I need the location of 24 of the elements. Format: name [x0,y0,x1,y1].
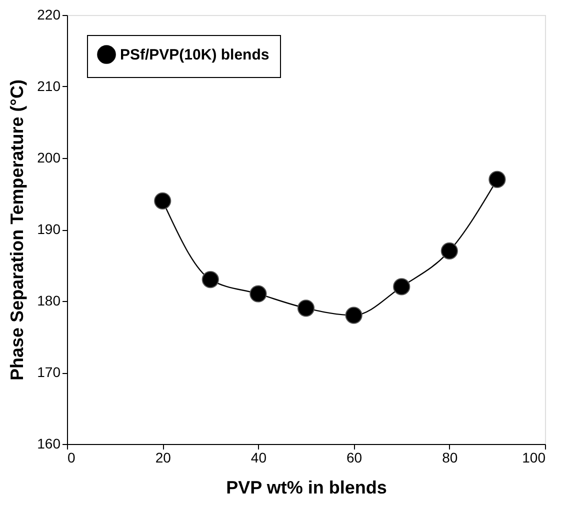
point [297,300,315,317]
x-tick-label: 80 [442,450,458,466]
y-axis-title: Phase Separation Temperature (°C) [7,80,28,380]
x-tick-label: 40 [250,450,267,466]
y-tick-label: 200 [37,150,61,166]
y-tick-label: 160 [37,436,61,452]
point [202,271,219,288]
x-tick-label: 100 [522,450,546,466]
y-tick-label: 210 [37,78,61,94]
x-axis-title: PVP wt% in blends [226,478,387,498]
x-tick-label: 20 [155,450,172,466]
y-tick-label: 220 [37,6,61,22]
point [250,285,267,302]
point [488,170,506,188]
point [440,242,458,260]
x-tick-label: 60 [346,450,362,466]
y-tick-label: 180 [37,292,61,308]
point [345,306,362,324]
legend-label: PSf/PVP(10K) blends [120,46,270,64]
x-tick-label: 0 [68,450,76,466]
point [393,278,410,296]
point [154,192,172,210]
y-tick-label: 190 [37,221,61,237]
y-tick-label: 170 [37,364,61,380]
